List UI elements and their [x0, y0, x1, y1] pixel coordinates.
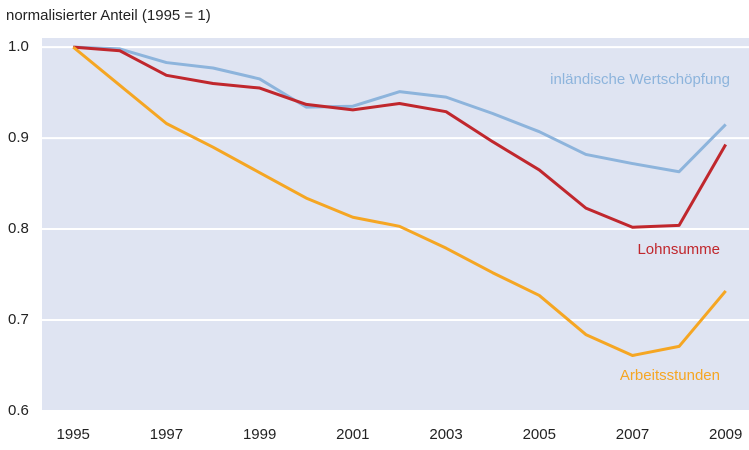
- x-tick-label: 2003: [429, 426, 462, 443]
- series-label: Arbeitsstunden: [620, 367, 720, 384]
- x-tick-label: 2007: [616, 426, 649, 443]
- y-tick-label: 0.9: [8, 129, 29, 146]
- series-line: [73, 45, 727, 174]
- x-tick-label: 1995: [57, 426, 90, 443]
- series-line: [72, 45, 727, 358]
- x-tick-label: 2001: [336, 426, 369, 443]
- y-tick-label: 0.8: [8, 220, 29, 237]
- y-tick-label: 0.6: [8, 402, 29, 419]
- series-label: inländische Wertschöpfung: [550, 71, 730, 88]
- x-tick-label: 2009: [709, 426, 742, 443]
- series-line: [73, 45, 727, 229]
- x-tick-label: 1999: [243, 426, 276, 443]
- x-tick-label: 1997: [150, 426, 183, 443]
- series-label: Lohnsumme: [637, 241, 720, 258]
- y-tick-label: 1.0: [8, 38, 29, 55]
- y-tick-label: 0.7: [8, 311, 29, 328]
- x-tick-label: 2005: [523, 426, 556, 443]
- chart-title: normalisierter Anteil (1995 = 1): [6, 7, 211, 24]
